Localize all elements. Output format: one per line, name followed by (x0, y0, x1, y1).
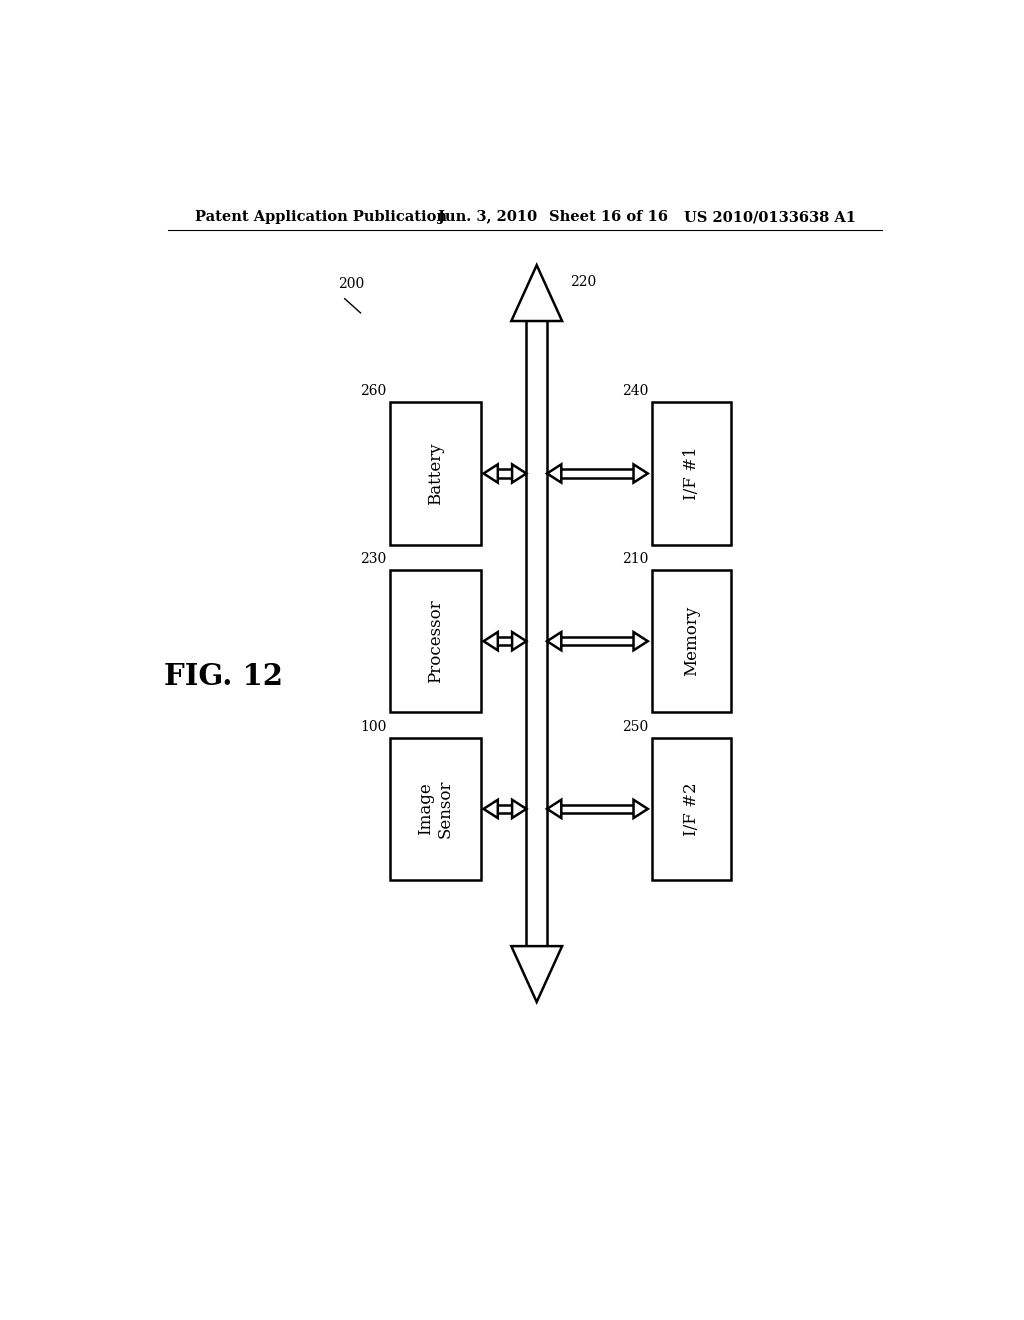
Polygon shape (634, 465, 648, 483)
Bar (390, 403, 481, 545)
Text: 250: 250 (623, 719, 648, 734)
Text: 220: 220 (570, 276, 596, 289)
Text: 210: 210 (623, 552, 648, 566)
Text: Battery: Battery (427, 442, 444, 504)
Polygon shape (512, 632, 526, 651)
Bar (390, 738, 481, 880)
Polygon shape (511, 265, 562, 321)
Text: I/F #2: I/F #2 (683, 781, 700, 836)
Polygon shape (512, 800, 526, 818)
Text: Memory: Memory (683, 606, 700, 676)
Polygon shape (634, 800, 648, 818)
Polygon shape (634, 632, 648, 651)
Polygon shape (483, 465, 498, 483)
Bar (652, 738, 731, 880)
Text: 100: 100 (360, 719, 387, 734)
Text: 240: 240 (623, 384, 648, 399)
Text: Image
Sensor: Image Sensor (417, 780, 454, 838)
Text: 260: 260 (360, 384, 387, 399)
Polygon shape (547, 632, 561, 651)
Text: FIG. 12: FIG. 12 (164, 663, 283, 692)
Text: Patent Application Publication: Patent Application Publication (196, 210, 447, 224)
Polygon shape (547, 800, 561, 818)
Text: I/F #1: I/F #1 (683, 446, 700, 500)
Bar (652, 570, 731, 713)
Bar (652, 403, 731, 545)
Polygon shape (483, 632, 498, 651)
Text: US 2010/0133638 A1: US 2010/0133638 A1 (684, 210, 855, 224)
Text: 200: 200 (338, 276, 365, 290)
Bar (390, 570, 481, 713)
Text: 230: 230 (360, 552, 387, 566)
Polygon shape (512, 465, 526, 483)
Polygon shape (547, 465, 561, 483)
Text: Processor: Processor (427, 599, 444, 682)
Polygon shape (483, 800, 498, 818)
Text: Sheet 16 of 16: Sheet 16 of 16 (549, 210, 668, 224)
Text: Jun. 3, 2010: Jun. 3, 2010 (437, 210, 537, 224)
Polygon shape (511, 946, 562, 1002)
